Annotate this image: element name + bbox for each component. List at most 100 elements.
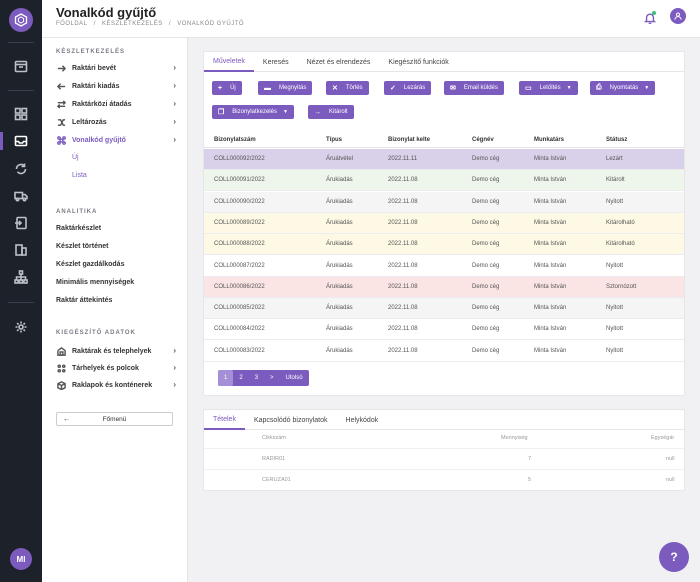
column-header[interactable]: Cikkszám (262, 435, 286, 441)
sidebar-item-transfer[interactable]: Raktárközi átadás › (56, 97, 180, 111)
table-cell: Nyitott (606, 326, 624, 333)
box-icon (56, 380, 66, 390)
table-cell: Demo cég (472, 177, 500, 184)
sidebar-item-stock[interactable]: Raktárkészlet (56, 225, 102, 232)
hexagon-logo-icon (14, 13, 28, 27)
sitemap-icon[interactable] (12, 268, 30, 286)
table-row[interactable]: COLL000090/2022 Árukiadás 2022.11.08 Demo c… (204, 191, 684, 213)
user-avatar[interactable]: MI (10, 548, 32, 570)
exit-icon[interactable] (12, 214, 30, 232)
table-row[interactable]: COLL000087/2022 Árukiadás 2022.11.08 Demo c… (204, 255, 684, 277)
breadcrumb-home[interactable]: Főoldal (56, 21, 88, 27)
tab-items[interactable]: Tételek (204, 410, 245, 430)
table-cell: Demo cég (472, 283, 500, 290)
table-row[interactable]: COLL000091/2022 Árukiadás 2022.11.08 Demo c… (204, 170, 684, 192)
sidebar-subitem-new[interactable]: Új (72, 154, 79, 161)
table-cell: Árukiadás (326, 347, 353, 354)
section-heading-analytics: Analitika (56, 209, 98, 215)
tab-view-layout[interactable]: Nézet és elrendezés (306, 58, 371, 66)
table-cell: Minta István (534, 198, 567, 205)
table-row[interactable]: COLL000086/2022 Árukiadás 2022.11.08 Demo c… (204, 276, 684, 298)
sidebar-item-pallets[interactable]: Raklapok és konténerek › (56, 378, 180, 392)
gear-icon[interactable] (12, 318, 30, 336)
column-header[interactable]: Egységár (651, 435, 675, 441)
table-cell: 7 (528, 456, 532, 462)
table-row[interactable]: COLL000092/2022 Áruátvétel 2022.11.11 Demo … (204, 149, 684, 170)
table-cell: Demo cég (472, 241, 500, 248)
issued-button[interactable]: → Kitárolt (308, 105, 354, 119)
refresh-icon[interactable] (12, 160, 30, 178)
close-document-button[interactable]: ✓ Lezárás (384, 81, 432, 95)
page-button-1[interactable]: 1 (218, 370, 234, 386)
help-chat-button[interactable]: ? (659, 542, 689, 572)
main-menu-button[interactable]: ← Főmenü (56, 412, 173, 426)
notifications-button[interactable] (643, 11, 658, 25)
open-button[interactable]: ▬ Megnyitás (258, 81, 313, 95)
table-row[interactable]: CERUZA01 5 null (204, 469, 684, 490)
command-icon (56, 135, 66, 145)
app-logo[interactable] (9, 8, 33, 32)
page-button-2[interactable]: 2 (239, 375, 243, 381)
sidebar-item-receipt[interactable]: Raktári bevét › (56, 61, 180, 75)
shuffle-icon (56, 117, 66, 127)
tab-location-codes[interactable]: Helykódok (345, 416, 379, 424)
download-button[interactable]: ▭ Letöltés ▼ (519, 81, 578, 95)
documents-card: Műveletek Keresés Nézet és elrendezés Ki… (203, 51, 685, 396)
table-cell: 2022.11.08 (388, 262, 418, 269)
breadcrumb-inventory[interactable]: Készletkezelés (102, 21, 163, 27)
sidebar-item-barcode-collector[interactable]: Vonalkód gyűjtő › (56, 133, 180, 147)
pagination: 1 2 3 > Utolsó (218, 370, 309, 386)
delete-button[interactable]: ✕ Törlés (326, 81, 369, 95)
table-row[interactable]: COLL000088/2022 Árukiadás 2022.11.08 Demo c… (204, 234, 684, 256)
grid-icon (56, 363, 66, 373)
bell-icon (643, 13, 657, 25)
page-button-3[interactable]: 3 (254, 375, 259, 381)
email-button[interactable]: ✉ Email küldés (444, 81, 504, 95)
dashboard-icon[interactable] (12, 105, 30, 123)
sidebar-item-stock-history[interactable]: Készlet történet (56, 243, 109, 250)
column-header[interactable]: Státusz (606, 137, 628, 143)
sidebar-item-label: Raktárak és telephelyek (72, 347, 152, 355)
printer-icon: ⎙ (596, 84, 602, 91)
table-row[interactable]: RADIR01 7 null (204, 448, 684, 469)
truck-icon[interactable] (12, 187, 30, 205)
column-header[interactable]: Mennyiség (501, 435, 528, 441)
calendar-icon[interactable] (12, 57, 30, 75)
column-header[interactable]: Bizonylat kelte (388, 137, 431, 143)
profile-avatar[interactable] (670, 8, 686, 24)
sidebar-item-storage-locations[interactable]: Tárhelyek és polcok › (56, 361, 180, 375)
document-management-button[interactable]: ❐ Bizonylatkezelés ▼ (212, 105, 294, 119)
print-button[interactable]: ⎙ Nyomtatás ▼ (590, 81, 656, 95)
plus-icon: + (218, 84, 223, 92)
next-page-button[interactable]: > (270, 375, 274, 381)
inbox-icon[interactable] (12, 132, 30, 150)
table-cell: null (666, 456, 675, 462)
tab-search[interactable]: Keresés (262, 58, 289, 66)
column-header[interactable]: Cégnév (472, 137, 494, 143)
column-header[interactable]: Bizonylatszám (214, 137, 256, 143)
tab-extra-functions[interactable]: Kiegészítő funkciók (388, 58, 449, 66)
sidebar-item-issue[interactable]: Raktári kiadás › (56, 79, 180, 93)
main-menu-label: Főmenü (102, 415, 127, 423)
sidebar-item-min-quantities[interactable]: Minimális mennyiségek (56, 279, 135, 286)
new-button[interactable]: + Új (212, 81, 242, 95)
sidebar-item-stocktaking[interactable]: Leltározás › (56, 115, 180, 129)
column-header[interactable]: Típus (326, 137, 342, 143)
table-row[interactable]: COLL000089/2022 Árukiadás 2022.11.08 Demo c… (204, 212, 684, 234)
sidebar-item-stock-management[interactable]: Készlet gazdálkodás (56, 261, 125, 268)
table-row[interactable]: COLL000083/2022 Árukiadás 2022.11.08 Demo c… (204, 340, 684, 362)
last-page-button[interactable]: Utolsó (285, 375, 303, 381)
chevron-right-icon: › (173, 81, 176, 90)
table-cell: COLL000091/2022 (214, 177, 265, 184)
sidebar-subitem-list[interactable]: Lista (72, 172, 87, 179)
column-header[interactable]: Munkatárs (534, 137, 565, 143)
sidebar-item-warehouse-overview[interactable]: Raktár áttekintés (56, 297, 113, 304)
tab-operations[interactable]: Műveletek (204, 52, 254, 72)
table-cell: 2022.11.08 (388, 219, 418, 226)
sidebar-item-warehouses[interactable]: Raktárak és telephelyek › (56, 344, 180, 358)
rail-divider (8, 90, 34, 91)
tab-related-documents[interactable]: Kapcsolódó bizonylatok (253, 416, 328, 424)
table-row[interactable]: COLL000085/2022 Árukiadás 2022.11.08 Demo c… (204, 298, 684, 320)
stack-icon[interactable] (12, 241, 30, 259)
table-row[interactable]: COLL000084/2022 Árukiadás 2022.11.08 Demo c… (204, 319, 684, 341)
